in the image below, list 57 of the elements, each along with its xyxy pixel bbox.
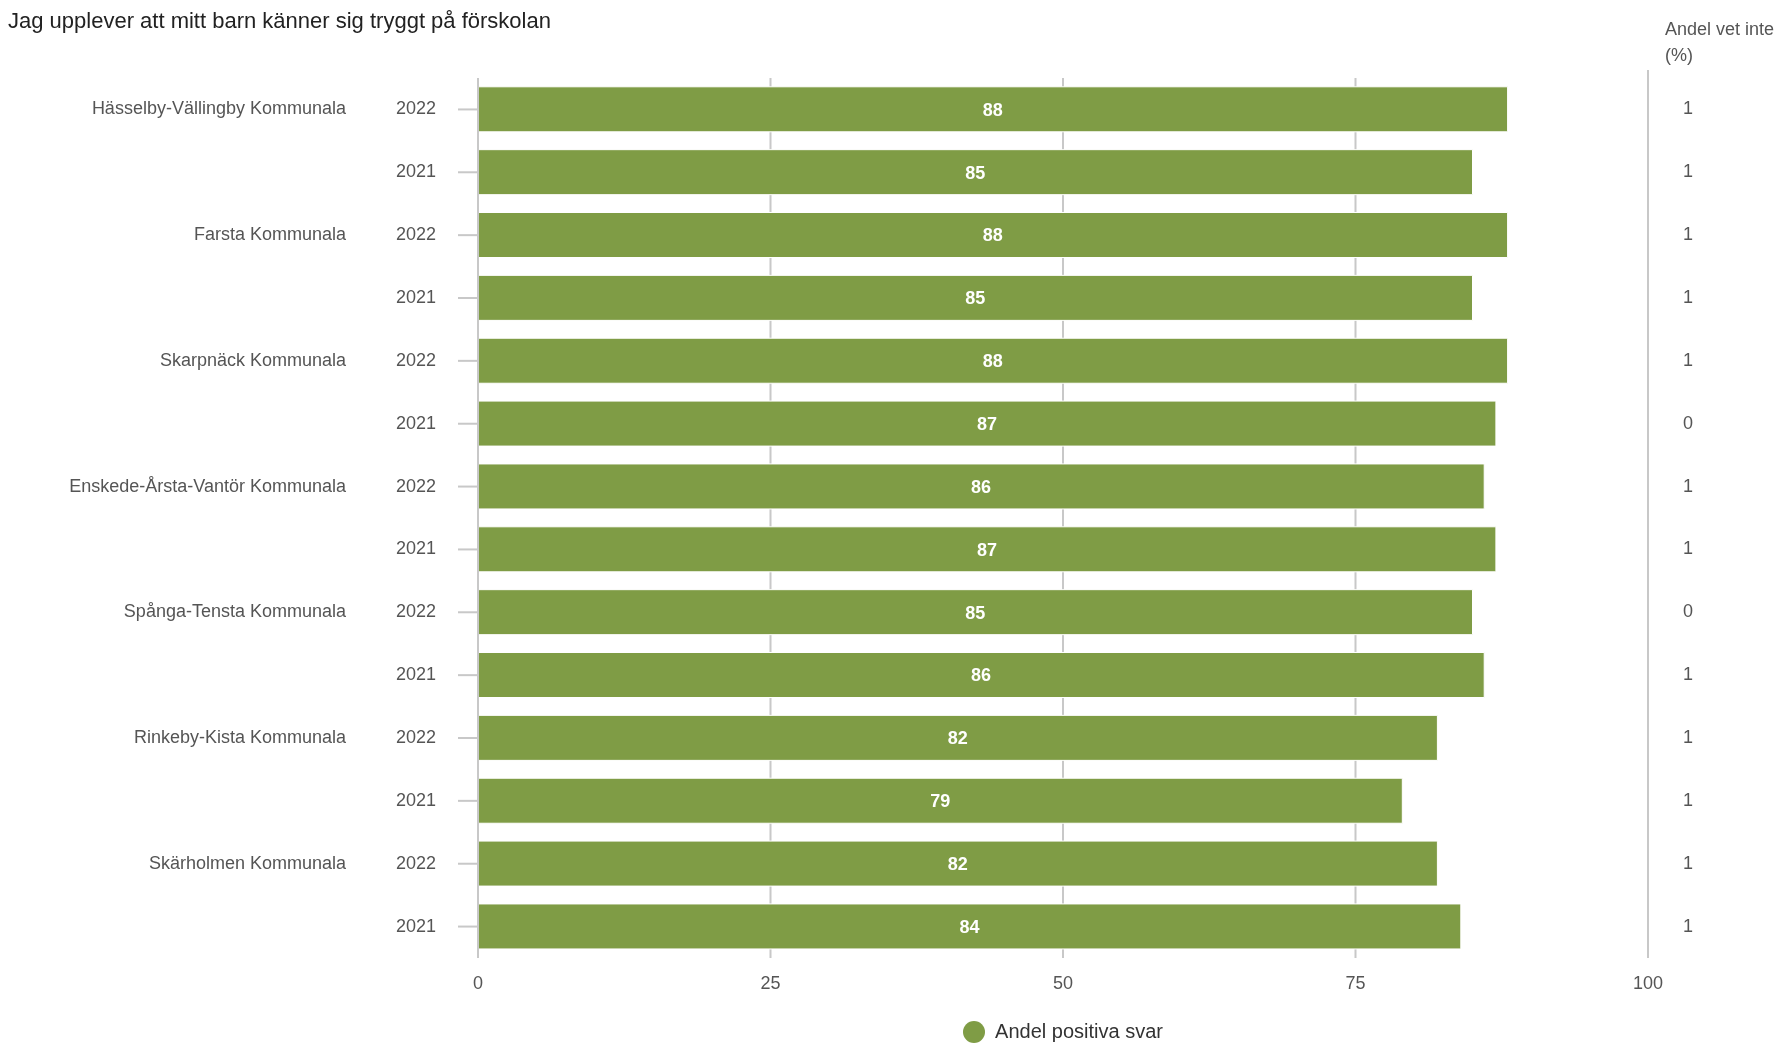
data-label: 85 xyxy=(965,288,986,309)
y-tick-label: 2022 xyxy=(395,852,436,873)
text: Rinkeby-Kista Kommunala xyxy=(133,727,347,747)
text: Andel positiva svar xyxy=(995,1020,1163,1043)
data-label: 86 xyxy=(971,476,992,497)
y-tick-label: 2022 xyxy=(395,98,436,119)
y-tick-label: 2021 xyxy=(395,287,436,307)
data-label: 84 xyxy=(959,916,980,937)
x-tick-label: 50 xyxy=(1052,972,1074,993)
data-label: 88 xyxy=(982,99,1003,120)
data-label: 1 xyxy=(1683,349,1694,371)
x-tick-label: 25 xyxy=(760,972,781,993)
data-label: 1 xyxy=(1683,161,1694,183)
y-tick-label: 2021 xyxy=(395,915,436,936)
y-tick-label: 2021 xyxy=(395,664,436,685)
data-label: 87 xyxy=(976,413,997,434)
text: Farsta Kommunala xyxy=(193,224,347,245)
data-label: 82 xyxy=(947,728,968,749)
data-label: 79 xyxy=(930,791,951,812)
data-label: 87 xyxy=(976,539,997,560)
data-label: 85 xyxy=(965,162,986,183)
y-tick-label: 2022 xyxy=(395,349,436,370)
text: Skärholmen Kommunala xyxy=(148,852,347,873)
data-label: 1 xyxy=(1683,538,1694,560)
data-label: 1 xyxy=(1683,475,1694,497)
y-tick-label: 2021 xyxy=(395,161,436,182)
text: Spånga-Tensta Kommunala xyxy=(123,601,347,622)
y-tick-label: 2022 xyxy=(395,475,436,496)
data-label: 1 xyxy=(1683,727,1694,748)
y-tick-label: 2021 xyxy=(395,538,436,559)
data-label: 1 xyxy=(1683,915,1694,937)
data-label: 88 xyxy=(982,351,1003,372)
data-label: 1 xyxy=(1683,224,1694,246)
data-label: 85 xyxy=(965,602,986,623)
data-label: 88 xyxy=(982,225,1003,246)
x-tick-label: 0 xyxy=(472,972,484,993)
data-label: 1 xyxy=(1683,789,1694,811)
text: Andel vet inte (%) xyxy=(1665,18,1776,67)
y-tick-label: 2022 xyxy=(395,727,436,747)
y-tick-label: 2021 xyxy=(395,789,436,810)
text: Skarpnäck Kommunala xyxy=(159,349,347,370)
data-label: 1 xyxy=(1683,852,1694,874)
data-label: 82 xyxy=(947,853,968,874)
data-label: 86 xyxy=(971,665,992,686)
data-label: 0 xyxy=(1683,412,1694,434)
x-tick-label: 100 xyxy=(1632,972,1664,993)
y-tick-label: 2022 xyxy=(395,601,436,622)
text: Hässelby-Vällingby Kommunala xyxy=(91,98,347,119)
y-tick-label: 2021 xyxy=(395,412,436,433)
data-label: 1 xyxy=(1683,98,1694,120)
text: Enskede-Årsta-Vantör Kommunala xyxy=(69,475,347,496)
x-tick-label: 75 xyxy=(1345,972,1366,993)
data-label: 1 xyxy=(1683,664,1694,686)
data-label: 1 xyxy=(1683,287,1694,308)
y-tick-label: 2022 xyxy=(395,224,436,245)
text: Jag upplever att mitt barn känner sig tryggt på förskolan xyxy=(8,8,551,34)
data-label: 0 xyxy=(1683,601,1694,623)
